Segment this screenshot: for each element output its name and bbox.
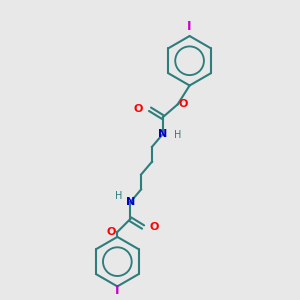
Text: O: O (107, 227, 116, 237)
Text: I: I (187, 20, 192, 33)
Text: N: N (158, 129, 167, 139)
Text: O: O (179, 99, 188, 109)
Text: I: I (115, 284, 120, 297)
Text: H: H (115, 191, 122, 201)
Text: O: O (150, 222, 159, 232)
Text: N: N (126, 197, 135, 207)
Text: H: H (174, 130, 181, 140)
Text: O: O (134, 104, 143, 114)
